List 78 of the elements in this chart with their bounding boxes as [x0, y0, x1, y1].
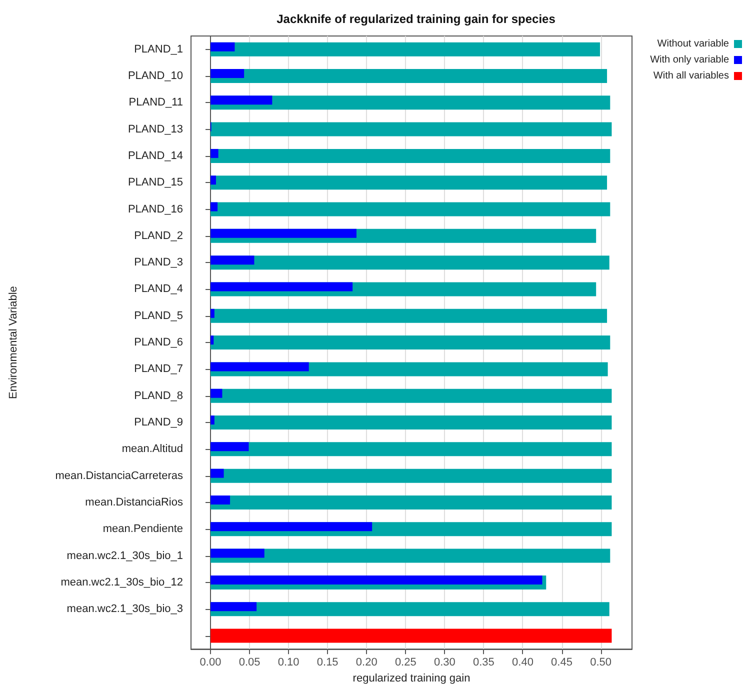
- y-tick-label: PLAND_4: [134, 283, 183, 296]
- y-tick-label: mean.DistanciaRios: [85, 496, 184, 508]
- bar: [210, 522, 372, 532]
- bar: [210, 468, 224, 478]
- legend-label: With all variables: [653, 70, 729, 82]
- bar: [210, 388, 612, 403]
- y-tick-label: PLAND_15: [128, 176, 183, 189]
- bar: [210, 495, 230, 504]
- bar: [210, 68, 608, 83]
- bar: [210, 495, 612, 510]
- chart-title: Jackknife of regularized training gain for species: [276, 12, 556, 26]
- bar: [210, 148, 610, 163]
- bar: [210, 416, 612, 430]
- x-tick-label: 0.40: [512, 656, 534, 669]
- bar: [210, 308, 608, 323]
- bar: [210, 122, 612, 136]
- x-tick-label: 0.00: [200, 656, 222, 669]
- y-tick-label: PLAND_9: [134, 416, 183, 429]
- bar: [210, 42, 235, 52]
- y-tick-label: PLAND_11: [128, 96, 183, 109]
- y-axis-title: Environmental Variable: [8, 286, 20, 400]
- bar: [210, 202, 610, 216]
- bar: [210, 282, 353, 292]
- y-tick-label: PLAND_14: [128, 150, 183, 162]
- bar: [210, 228, 356, 238]
- bar: [210, 442, 249, 452]
- bar: [210, 96, 610, 110]
- bar: [210, 96, 272, 105]
- bar: [210, 548, 264, 558]
- y-tick-label: PLAND_3: [134, 256, 183, 269]
- bar: [210, 602, 610, 616]
- y-tick-label: PLAND_7: [134, 363, 183, 376]
- x-tick-label: 0.15: [316, 656, 338, 669]
- x-tick-label: 0.50: [590, 656, 612, 669]
- x-tick-label: 0.20: [356, 656, 378, 669]
- x-tick-label: 0.05: [238, 656, 260, 669]
- bar: [210, 468, 612, 483]
- x-tick-label: 0.25: [394, 656, 416, 669]
- bar: [210, 388, 222, 398]
- bar: [210, 362, 309, 372]
- bar: [210, 602, 257, 612]
- bar: [210, 308, 214, 318]
- bar: [210, 176, 216, 185]
- x-tick-label: 0.30: [434, 656, 456, 669]
- y-tick-label: PLAND_1: [134, 43, 183, 56]
- y-tick-label: mean.Pendiente: [102, 523, 183, 536]
- bar: [210, 256, 610, 270]
- bar: [210, 68, 244, 78]
- y-tick-label: mean.wc2.1_30s_bio_12: [60, 576, 183, 588]
- y-tick-label: PLAND_16: [128, 203, 183, 216]
- y-tick-label: PLAND_8: [134, 390, 183, 402]
- x-axis-title: regularized training gain: [352, 672, 470, 684]
- y-tick-label: mean.wc2.1_30s_bio_1: [66, 550, 183, 562]
- y-tick-label: mean.Altitud: [122, 443, 183, 456]
- x-tick-label: 0.45: [551, 656, 572, 669]
- bar: [210, 336, 214, 345]
- bar: [210, 176, 608, 190]
- y-tick-label: PLAND_5: [134, 310, 183, 322]
- legend-label: With only variable: [650, 54, 730, 66]
- bar: [210, 148, 218, 158]
- bar: [210, 42, 600, 56]
- y-tick-label: PLAND_2: [134, 230, 183, 242]
- bar: [210, 628, 612, 643]
- bar: [210, 336, 610, 350]
- bar: [210, 256, 254, 265]
- x-tick-label: 0.35: [472, 656, 494, 669]
- bar: [210, 575, 542, 584]
- x-tick-label: 0.10: [278, 656, 300, 669]
- y-tick-label: mean.DistanciaCarreteras: [55, 470, 184, 482]
- y-tick-label: mean.wc2.1_30s_bio_3: [66, 603, 183, 616]
- legend-label: Without variable: [657, 38, 730, 50]
- y-tick-label: PLAND_10: [128, 70, 183, 82]
- y-tick-label: PLAND_13: [128, 123, 183, 136]
- bar: [210, 442, 612, 456]
- bar: [210, 202, 218, 212]
- y-tick-label: PLAND_6: [134, 336, 183, 349]
- bar: [210, 548, 610, 563]
- bar: [210, 416, 214, 425]
